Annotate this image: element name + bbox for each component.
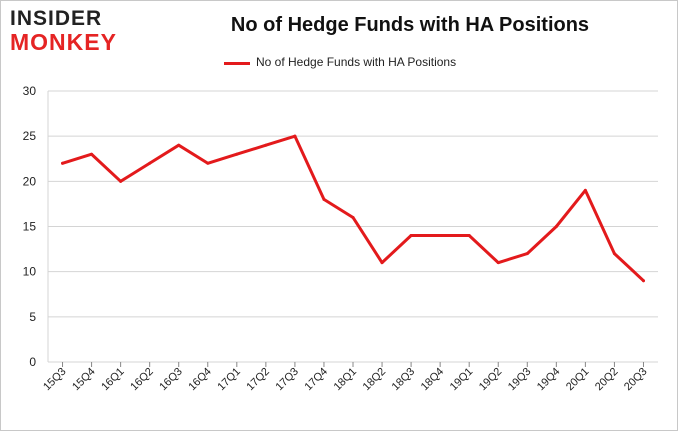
data-point — [612, 252, 616, 256]
x-tick-label: 19Q1 — [448, 366, 476, 394]
x-tick-label: 17Q2 — [244, 366, 272, 394]
legend-swatch — [224, 62, 250, 65]
data-point — [467, 234, 471, 238]
x-tick-label: 18Q1 — [332, 366, 360, 394]
data-point — [61, 161, 65, 165]
x-tick-label: 20Q1 — [564, 366, 592, 394]
logo-text-top: INSIDER — [10, 7, 103, 30]
data-point — [322, 197, 326, 201]
data-point — [380, 261, 384, 265]
x-tick-label: 16Q3 — [157, 366, 185, 394]
x-tick-label: 16Q2 — [128, 366, 156, 394]
data-point — [264, 143, 268, 147]
x-tick-label: 19Q3 — [506, 366, 534, 394]
x-tick-label: 18Q3 — [390, 366, 418, 394]
x-tick-label: 15Q3 — [41, 366, 69, 394]
x-tick-label: 17Q1 — [215, 366, 243, 394]
x-tick-label: 17Q4 — [303, 366, 331, 394]
y-tick-label: 5 — [29, 310, 36, 324]
data-point — [235, 152, 239, 156]
logo-text-bottom: MONKEY — [10, 29, 117, 55]
y-tick-label: 15 — [23, 220, 37, 234]
x-tick-label: 18Q4 — [419, 366, 447, 394]
data-point — [90, 152, 94, 156]
data-point — [641, 279, 645, 283]
x-tick-label: 16Q4 — [186, 366, 214, 394]
data-point — [206, 161, 210, 165]
series-line — [61, 134, 645, 283]
data-point — [409, 234, 413, 238]
data-point — [525, 252, 529, 256]
x-tick-label: 19Q4 — [535, 366, 563, 394]
y-tick-label: 0 — [29, 355, 36, 369]
data-point — [293, 134, 297, 138]
y-tick-label: 10 — [23, 265, 37, 279]
x-tick-label: 19Q2 — [477, 366, 505, 394]
legend: No of Hedge Funds with HA Positions — [0, 54, 680, 72]
x-tick-label: 16Q1 — [99, 366, 127, 394]
insider-monkey-logo: INSIDER MONKEY — [10, 8, 130, 56]
data-point — [554, 225, 558, 228]
x-tick-label: 20Q2 — [593, 366, 621, 394]
x-tick-label: 20Q3 — [622, 366, 650, 394]
x-tick-label: 15Q4 — [70, 366, 98, 394]
data-point — [583, 188, 587, 192]
data-point — [496, 261, 500, 265]
y-tick-label: 30 — [23, 84, 37, 98]
x-tick-label: 18Q2 — [361, 366, 389, 394]
y-tick-label: 20 — [23, 174, 37, 188]
y-tick-label: 25 — [23, 129, 37, 143]
data-point — [148, 161, 152, 165]
data-point — [119, 179, 123, 183]
data-point — [177, 143, 181, 147]
data-point — [351, 215, 355, 219]
chart-title: No of Hedge Funds with HA Positions — [230, 14, 590, 36]
legend-label: No of Hedge Funds with HA Positions — [256, 55, 457, 69]
data-point — [438, 234, 442, 238]
x-tick-label: 17Q3 — [274, 366, 302, 394]
